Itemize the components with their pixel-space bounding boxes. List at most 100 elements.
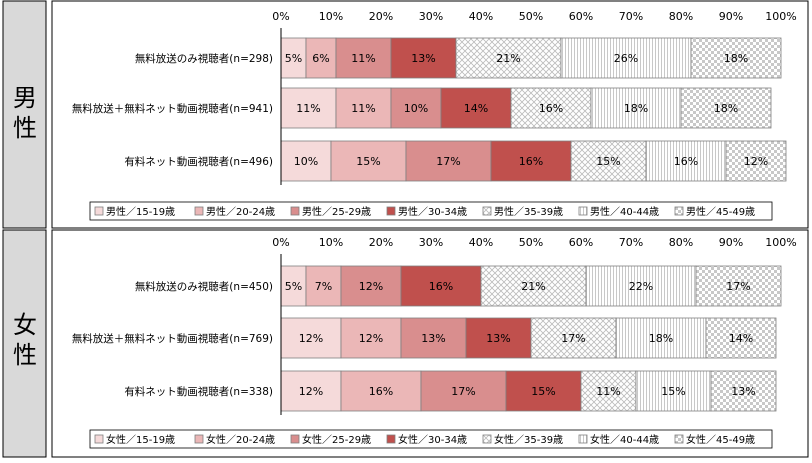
bar-segment [340, 265, 402, 307]
bar-value-label: 12% [299, 332, 323, 345]
legend-label: 男性／20-24歳 [206, 205, 275, 218]
bar-value-label: 22% [629, 280, 653, 293]
bar-value-label: 5% [285, 52, 302, 65]
bar-value-label: 12% [359, 280, 383, 293]
axis-tick-label: 50% [519, 236, 543, 249]
bar-segment [340, 317, 402, 359]
axis-tick-label: 20% [369, 236, 393, 249]
legend-swatch [482, 434, 492, 444]
panel-label-box [2, 0, 47, 229]
legend-swatch [386, 206, 396, 216]
panel-label-char: 性 [13, 341, 37, 369]
legend-label: 女性／30-34歳 [398, 433, 467, 446]
bar-segment [280, 317, 342, 359]
legend-label: 女性／40-44歳 [590, 433, 659, 446]
bar-segment [280, 37, 307, 79]
bar-value-label: 17% [451, 385, 475, 398]
bar-value-label: 13% [411, 52, 435, 65]
legend-swatch [386, 434, 396, 444]
axis-tick-label: 90% [719, 10, 743, 23]
bar-value-label: 12% [299, 385, 323, 398]
legend-swatch [482, 206, 492, 216]
bar-segment [280, 370, 342, 412]
legend-swatch [194, 434, 204, 444]
legend-label: 男性／15-19歳 [106, 205, 175, 218]
panel-label-char: 女 [13, 311, 37, 339]
bar-segment [305, 265, 342, 307]
bar-segment [280, 140, 332, 182]
bar-segment [570, 140, 647, 182]
legend-box [89, 429, 773, 449]
bar-value-label: 18% [714, 102, 738, 115]
bar-value-label: 17% [726, 280, 750, 293]
legend-label: 男性／30-34歳 [398, 205, 467, 218]
bar-value-label: 7% [315, 280, 332, 293]
axis-tick-label: 40% [469, 236, 493, 249]
axis-tick-label: 0% [272, 10, 289, 23]
category-label: 有料ネット動画視聴者(n=338) [124, 385, 273, 398]
legend-swatch [290, 434, 300, 444]
panel-label-char: 男 [13, 84, 37, 112]
legend-swatch [674, 434, 684, 444]
legend-swatch [290, 206, 300, 216]
legend-label: 女性／45-49歳 [686, 433, 755, 446]
axis-tick-label: 80% [669, 10, 693, 23]
bar-segment [330, 140, 407, 182]
axis-tick-label: 90% [719, 236, 743, 249]
bar-segment [390, 37, 457, 79]
legend-label: 男性／35-39歳 [494, 205, 563, 218]
bar-value-label: 11% [596, 385, 620, 398]
bar-value-label: 26% [614, 52, 638, 65]
axis-tick-label: 80% [669, 236, 693, 249]
axis-tick-label: 30% [419, 236, 443, 249]
bar-value-label: 16% [519, 155, 543, 168]
bar-segment [695, 265, 782, 307]
legend-label: 男性／25-29歳 [302, 205, 371, 218]
bar-segment [505, 370, 582, 412]
bar-value-label: 13% [486, 332, 510, 345]
legend-label: 女性／35-39歳 [494, 433, 563, 446]
bar-value-label: 16% [539, 102, 563, 115]
bar-value-label: 11% [351, 52, 375, 65]
category-label: 無料放送＋無料ネット動画視聴者(n=941) [72, 102, 273, 115]
legend-label: 女性／20-24歳 [206, 433, 275, 446]
bar-value-label: 15% [356, 155, 380, 168]
panel-frame [51, 229, 809, 458]
axis-tick-label: 50% [519, 10, 543, 23]
bar-segment [390, 87, 442, 129]
axis-tick-label: 30% [419, 10, 443, 23]
chart-panel-1: 男性 0% 10% 20% 30% 40% 50% 60% 70% 80% 90% 100% 無料放送の… [2, 0, 809, 229]
axis-tick-label: 10% [319, 236, 343, 249]
category-label: 有料ネット動画視聴者(n=496) [124, 155, 273, 168]
bar-segment [590, 87, 682, 129]
bar-value-label: 15% [531, 385, 555, 398]
legend-swatch [94, 434, 104, 444]
bar-value-label: 12% [744, 155, 768, 168]
bar-value-label: 14% [464, 102, 488, 115]
axis-tick-label: 0% [272, 236, 289, 249]
legend-swatch [194, 206, 204, 216]
bar-value-label: 10% [294, 155, 318, 168]
bar-segment [335, 37, 392, 79]
bar-segment [480, 265, 587, 307]
bar-value-label: 10% [404, 102, 428, 115]
bar-segment [580, 370, 637, 412]
axis-tick-label: 60% [569, 10, 593, 23]
legend-box [89, 201, 773, 221]
bar-segment [420, 370, 507, 412]
bar-value-label: 14% [729, 332, 753, 345]
category-label: 無料放送のみ視聴者(n=450) [135, 280, 273, 293]
axis-tick-label: 100% [765, 10, 796, 23]
bar-segment [705, 317, 777, 359]
legend-label: 男性／40-44歳 [590, 205, 659, 218]
bar-value-label: 11% [296, 102, 320, 115]
bar-segment [710, 370, 777, 412]
axis-tick-label: 70% [619, 236, 643, 249]
bar-value-label: 18% [624, 102, 648, 115]
bar-segment [405, 140, 492, 182]
bar-segment [400, 317, 467, 359]
bar-segment [335, 87, 392, 129]
bar-segment [530, 317, 617, 359]
